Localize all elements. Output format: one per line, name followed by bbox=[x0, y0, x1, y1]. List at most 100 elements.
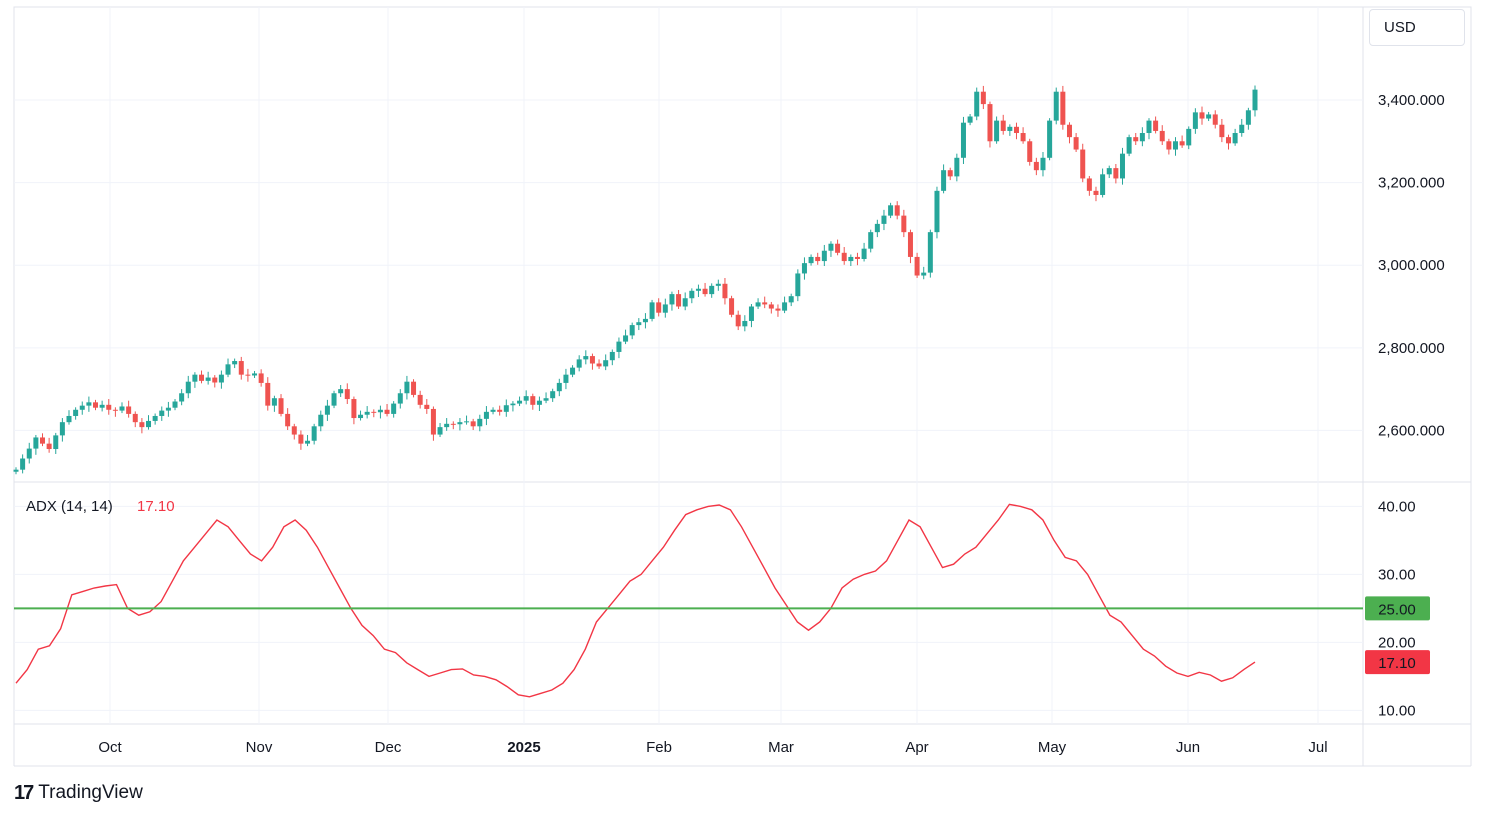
candle-body bbox=[695, 288, 701, 291]
candle-body bbox=[298, 434, 304, 444]
adx-indicator-title[interactable]: ADX (14, 14) bbox=[26, 498, 113, 515]
candle-body bbox=[788, 296, 794, 303]
candle-body bbox=[914, 256, 920, 276]
time-tick-label: Jul bbox=[1308, 739, 1327, 756]
candle-body bbox=[404, 381, 410, 394]
candle-body bbox=[735, 314, 741, 327]
candle-body bbox=[73, 409, 79, 416]
candles-group[interactable] bbox=[13, 85, 1258, 475]
adx-pane-frame bbox=[13, 481, 1472, 725]
candle-body bbox=[146, 420, 152, 428]
tradingview-logo[interactable]: 17 TradingView bbox=[14, 780, 143, 806]
candle-body bbox=[609, 351, 615, 361]
candle-body bbox=[40, 437, 46, 444]
candle-body bbox=[669, 294, 675, 305]
candle-body bbox=[556, 382, 562, 392]
candle-body bbox=[589, 356, 595, 364]
candle-body bbox=[1100, 174, 1106, 195]
candle-body bbox=[1086, 178, 1092, 191]
adx-line bbox=[15, 503, 1256, 698]
candle-body bbox=[1139, 133, 1145, 142]
candle-body bbox=[199, 374, 205, 381]
candle-body bbox=[702, 288, 708, 295]
candle-body bbox=[165, 407, 171, 411]
candle-body bbox=[755, 302, 761, 307]
time-x-axis[interactable]: Oct Nov Dec 2025 Feb Mar Apr May Jun Jul bbox=[98, 739, 1327, 756]
candle-body bbox=[1219, 124, 1225, 138]
candle-body bbox=[1199, 112, 1205, 119]
candle-body bbox=[1066, 124, 1072, 138]
time-tick-label: Dec bbox=[375, 739, 402, 756]
candle-body bbox=[33, 437, 39, 449]
candle-body bbox=[642, 318, 648, 323]
candle-body bbox=[722, 283, 728, 299]
candle-body bbox=[1133, 137, 1139, 142]
candle-body bbox=[324, 405, 330, 415]
candle-body bbox=[510, 403, 516, 406]
candle-body bbox=[536, 400, 542, 405]
candle-body bbox=[1113, 168, 1119, 179]
candle-body bbox=[265, 382, 271, 406]
threshold-badge-label: 25.00 bbox=[1378, 601, 1416, 618]
candle-body bbox=[238, 361, 244, 375]
adx-line-group[interactable]: 25.00 17.10 bbox=[14, 503, 1430, 698]
price-tick-label: 3,200.000 bbox=[1378, 175, 1445, 192]
candle-body bbox=[212, 377, 218, 383]
candle-body bbox=[338, 389, 344, 394]
time-tick-label: Oct bbox=[98, 739, 122, 756]
candle-body bbox=[782, 302, 788, 311]
candle-body bbox=[305, 440, 311, 444]
candle-body bbox=[311, 426, 317, 441]
candle-body bbox=[424, 404, 430, 409]
candle-body bbox=[550, 391, 556, 399]
candle-body bbox=[868, 232, 874, 249]
candle-body bbox=[1060, 91, 1066, 125]
tradingview-logo-icon: 17 bbox=[14, 781, 34, 804]
candle-body bbox=[874, 223, 880, 233]
candle-body bbox=[437, 427, 443, 435]
candle-body bbox=[1033, 161, 1039, 171]
candle-body bbox=[1027, 141, 1033, 162]
price-y-axis[interactable]: 2,600.000 2,800.000 3,000.000 3,200.000 3,40… bbox=[1378, 92, 1445, 439]
candle-body bbox=[921, 272, 927, 276]
candle-body bbox=[927, 232, 933, 273]
candle-body bbox=[291, 426, 297, 435]
price-tick-label: 2,800.000 bbox=[1378, 340, 1445, 357]
candle-body bbox=[232, 361, 238, 365]
adx-y-axis[interactable]: 10.00 20.00 30.00 40.00 bbox=[1378, 498, 1416, 719]
adx-indicator-value: 17.10 bbox=[137, 498, 175, 515]
candle-body bbox=[503, 405, 509, 412]
candle-body bbox=[941, 170, 947, 191]
candle-body bbox=[676, 294, 682, 307]
candle-body bbox=[53, 435, 59, 450]
candle-body bbox=[179, 393, 185, 402]
candle-body bbox=[775, 308, 781, 311]
candle-body bbox=[86, 402, 92, 406]
candle-body bbox=[980, 91, 986, 105]
candle-body bbox=[225, 364, 231, 375]
candle-body bbox=[1252, 89, 1258, 111]
candle-body bbox=[795, 273, 801, 297]
candle-body bbox=[748, 306, 754, 321]
candle-body bbox=[470, 421, 476, 427]
candle-body bbox=[1153, 120, 1159, 131]
candle-body bbox=[331, 393, 337, 406]
candle-body bbox=[1146, 120, 1152, 134]
currency-selector[interactable]: USD bbox=[1369, 9, 1465, 46]
candle-body bbox=[397, 393, 403, 404]
candle-body bbox=[20, 458, 26, 470]
candle-body bbox=[954, 157, 960, 177]
candle-body bbox=[987, 104, 993, 142]
candle-body bbox=[1007, 126, 1013, 131]
candle-body bbox=[245, 374, 251, 376]
candle-body bbox=[974, 91, 980, 117]
candle-body bbox=[99, 404, 105, 408]
time-tick-label: Mar bbox=[768, 739, 794, 756]
candle-body bbox=[358, 414, 364, 419]
time-tick-label: May bbox=[1038, 739, 1067, 756]
candle-body bbox=[1212, 114, 1218, 125]
candle-body bbox=[1225, 137, 1231, 144]
candle-body bbox=[583, 356, 589, 360]
candle-body bbox=[112, 409, 118, 411]
